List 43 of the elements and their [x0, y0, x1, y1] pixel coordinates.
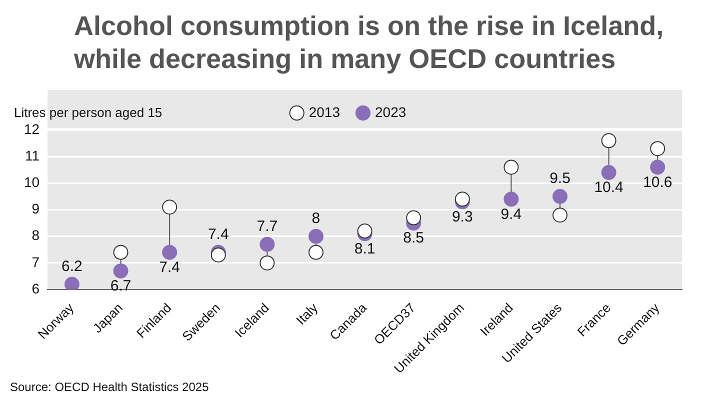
point	[650, 160, 666, 175]
chart-title: Alcohol consumption is on the rise in Iceland, while decreasing in many OECD countries	[74, 10, 665, 76]
point	[162, 200, 178, 215]
point	[308, 244, 324, 260]
data-label: 7.7	[256, 218, 278, 235]
y-tick-label: 10	[24, 174, 40, 190]
point	[162, 244, 178, 260]
y-tick-label: 6	[32, 280, 40, 296]
point	[113, 263, 128, 278]
point	[601, 165, 616, 180]
data-label: 7.4	[159, 258, 180, 276]
point	[406, 210, 422, 226]
point	[504, 160, 519, 175]
point	[308, 228, 324, 244]
point	[601, 133, 616, 148]
point	[552, 188, 568, 204]
data-label: 9.5	[550, 170, 570, 188]
data-label: 8	[312, 210, 320, 228]
data-label: 9.3	[452, 208, 473, 226]
data-label: 8.1	[354, 240, 376, 258]
y-tick-label: 8	[32, 227, 40, 244]
data-label: 9.4	[500, 206, 522, 223]
source-note: Source: OECD Health Statistics 2025	[10, 380, 209, 394]
point	[64, 276, 80, 290]
legend-label: 2023	[375, 104, 406, 120]
point	[552, 208, 568, 223]
y-tick-label: 7	[32, 254, 40, 270]
data-label: 8.5	[403, 230, 424, 247]
point	[260, 255, 275, 270]
data-label: 10.4	[594, 179, 624, 196]
point	[650, 141, 666, 156]
y-tick-label: 11	[25, 147, 40, 164]
y-tick-label: 9	[32, 200, 40, 217]
data-label: 10.6	[642, 174, 672, 191]
point	[504, 192, 519, 207]
legend-label: 2013	[308, 104, 340, 120]
x-tick-label: Italy	[293, 300, 321, 328]
y-axis-title: Litres per person aged 15	[14, 105, 162, 120]
y-tick-label: 12	[24, 120, 40, 137]
data-label: 6.2	[62, 258, 82, 275]
data-label: 7.4	[208, 226, 229, 243]
point	[113, 244, 128, 260]
point	[260, 236, 275, 252]
